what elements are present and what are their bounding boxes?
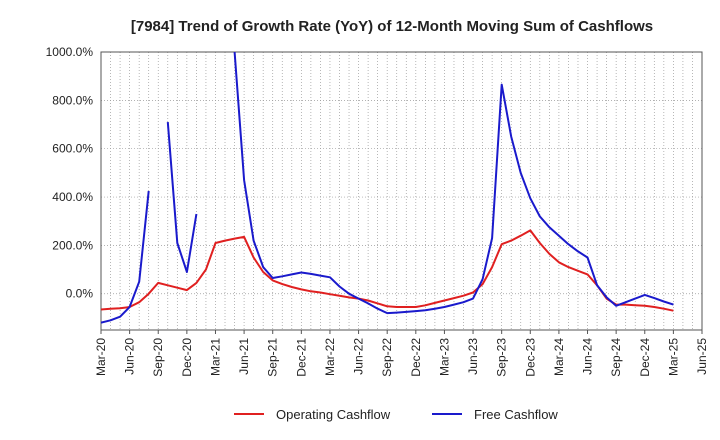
x-tick-label: Dec-20 <box>180 338 194 377</box>
x-tick-label: Jun-25 <box>695 338 709 375</box>
x-tick-label: Mar-21 <box>208 338 222 376</box>
x-tick-label: Dec-21 <box>294 338 308 377</box>
x-tick-label: Sep-20 <box>151 338 165 377</box>
chart-title: [7984] Trend of Growth Rate (YoY) of 12-… <box>131 18 653 35</box>
plot-area <box>100 51 703 331</box>
y-tick-label: 800.0% <box>52 93 93 107</box>
y-tick-label: 600.0% <box>52 142 93 156</box>
x-tick-label: Dec-22 <box>409 338 423 377</box>
legend: Operating Cashflow Free Cashflow <box>234 407 558 422</box>
x-tick-label: Sep-23 <box>495 338 509 377</box>
x-tick-label: Jun-21 <box>237 338 251 375</box>
x-tick-label: Mar-23 <box>437 338 451 376</box>
y-axis: 0.0% 200.0% 400.0% 600.0% 800.0% 1000.0% <box>46 45 94 301</box>
x-tick-label: Jun-22 <box>352 338 366 375</box>
legend-label: Free Cashflow <box>474 407 558 422</box>
series-line <box>233 52 674 315</box>
legend-label: Operating Cashflow <box>276 407 391 422</box>
x-tick-label: Sep-22 <box>380 338 394 377</box>
x-tick-label: Jun-24 <box>581 338 595 375</box>
y-tick-label: 0.0% <box>66 287 94 301</box>
x-axis: Mar-20 Jun-20 Sep-20 Dec-20 Mar-21 Jun-21 Sep-… <box>94 330 709 377</box>
x-tick-label: Sep-24 <box>609 338 623 377</box>
y-tick-label: 1000.0% <box>46 45 94 59</box>
x-tick-label: Dec-23 <box>523 338 537 377</box>
series-line <box>101 229 674 312</box>
x-tick-label: Sep-21 <box>266 338 280 377</box>
x-tick-label: Dec-24 <box>638 338 652 377</box>
grid-lines <box>101 51 702 330</box>
y-tick-label: 400.0% <box>52 190 93 204</box>
x-tick-label: Mar-20 <box>94 338 108 376</box>
x-tick-label: Jun-20 <box>123 338 137 375</box>
x-tick-label: Mar-24 <box>552 338 566 376</box>
series-line <box>166 122 198 273</box>
series-layer <box>101 52 674 324</box>
x-tick-label: Mar-22 <box>323 338 337 376</box>
x-tick-label: Jun-23 <box>466 338 480 375</box>
x-tick-label: Mar-25 <box>666 338 680 376</box>
y-tick-label: 200.0% <box>52 238 93 252</box>
series-line <box>101 190 150 324</box>
